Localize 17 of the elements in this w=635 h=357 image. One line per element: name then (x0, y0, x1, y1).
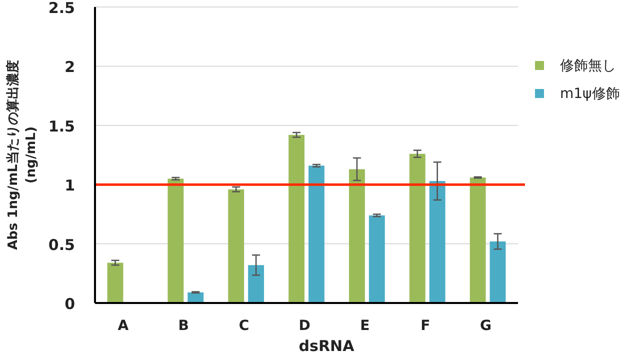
y-axis-title: Abs 1ng/mL当たりの算出濃度 (ng/mL) (5, 60, 39, 250)
x-tick-label: F (420, 318, 430, 334)
x-tick-label: D (298, 318, 310, 334)
y-tick-label: 1 (64, 176, 75, 195)
y-tick-label: 1.5 (48, 117, 75, 136)
x-tick-label: G (480, 318, 492, 334)
y-tick-label: 2 (64, 58, 75, 76)
y-tick-label: 2.5 (48, 0, 75, 17)
legend-label: 修飾無し (560, 58, 616, 74)
x-tick-label: B (178, 318, 189, 334)
x-axis-title: dsRNA (298, 337, 355, 355)
y-tick-label: 0.5 (48, 236, 75, 254)
y-tick-label: 0 (64, 295, 75, 313)
x-tick-label: C (238, 318, 250, 334)
legend-label: m1ψ修飾 (560, 86, 620, 102)
x-tick-label: E (360, 318, 370, 334)
x-tick-label: A (118, 318, 129, 334)
